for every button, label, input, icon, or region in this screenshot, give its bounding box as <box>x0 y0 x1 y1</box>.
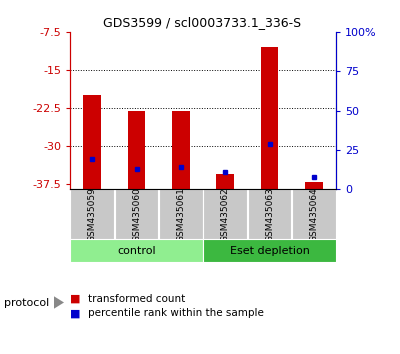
Text: transformed count: transformed count <box>88 294 185 304</box>
Text: protocol: protocol <box>4 298 49 308</box>
Text: ■: ■ <box>70 308 80 318</box>
Bar <box>70 189 114 239</box>
Text: control: control <box>117 246 156 256</box>
Text: GSM435061: GSM435061 <box>176 187 185 242</box>
Bar <box>216 174 234 189</box>
Polygon shape <box>54 296 64 309</box>
Text: GSM435064: GSM435064 <box>309 187 318 242</box>
Text: GSM435063: GSM435063 <box>265 187 274 242</box>
Bar <box>159 189 202 239</box>
Text: GSM435059: GSM435059 <box>88 187 97 242</box>
Text: Eset depletion: Eset depletion <box>230 246 310 256</box>
Bar <box>204 239 336 262</box>
Bar <box>204 189 247 239</box>
Bar <box>83 95 101 189</box>
Bar <box>128 111 145 189</box>
Bar <box>248 189 291 239</box>
Bar <box>292 189 336 239</box>
Text: percentile rank within the sample: percentile rank within the sample <box>88 308 264 318</box>
Text: ■: ■ <box>70 294 80 304</box>
Text: GSM435060: GSM435060 <box>132 187 141 242</box>
Text: GDS3599 / scl0003733.1_336-S: GDS3599 / scl0003733.1_336-S <box>103 16 301 29</box>
Bar <box>115 189 158 239</box>
Bar <box>70 239 202 262</box>
Bar <box>172 111 190 189</box>
Text: GSM435062: GSM435062 <box>221 187 230 242</box>
Bar <box>305 182 323 189</box>
Bar <box>261 47 278 189</box>
